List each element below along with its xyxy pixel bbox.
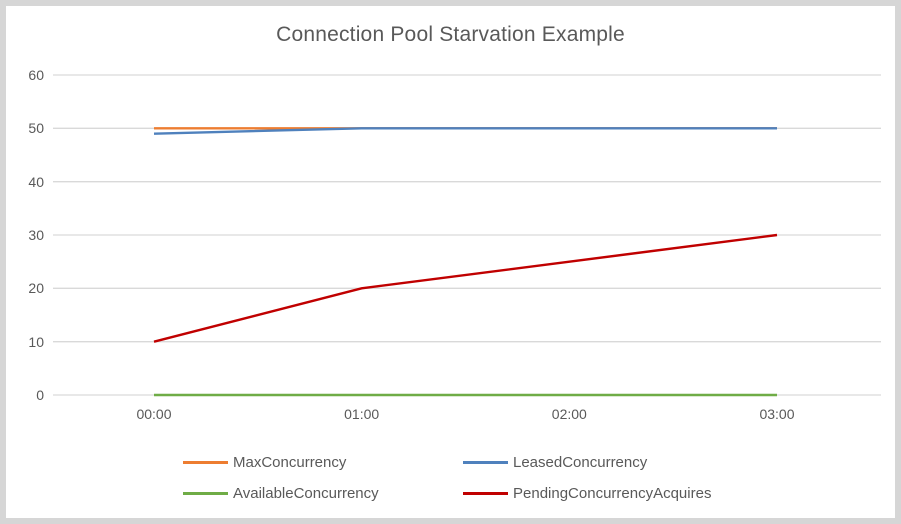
chart-title: Connection Pool Starvation Example xyxy=(276,23,625,46)
legend-line-swatch xyxy=(463,491,508,495)
legend-item-PendingConcurrencyAcquires: PendingConcurrencyAcquires xyxy=(463,484,711,502)
legend-label: AvailableConcurrency xyxy=(233,484,379,502)
legend-label: MaxConcurrency xyxy=(233,453,347,471)
legend-label: LeasedConcurrency xyxy=(513,453,648,471)
legend-item-AvailableConcurrency: AvailableConcurrency xyxy=(183,484,463,502)
legend-line-swatch xyxy=(183,491,228,495)
legend-line-swatch xyxy=(183,460,228,464)
chart-legend: MaxConcurrency LeasedConcurrency Available… xyxy=(183,453,711,502)
legend-label: PendingConcurrencyAcquires xyxy=(513,484,712,502)
legend-item-LeasedConcurrency: LeasedConcurrency xyxy=(463,453,711,471)
legend-line-swatch xyxy=(463,460,508,464)
legend-item-MaxConcurrency: MaxConcurrency xyxy=(183,453,463,471)
series-line-PendingConcurrencyAcquires xyxy=(153,233,778,343)
series-line-LeasedConcurrency xyxy=(153,127,777,135)
